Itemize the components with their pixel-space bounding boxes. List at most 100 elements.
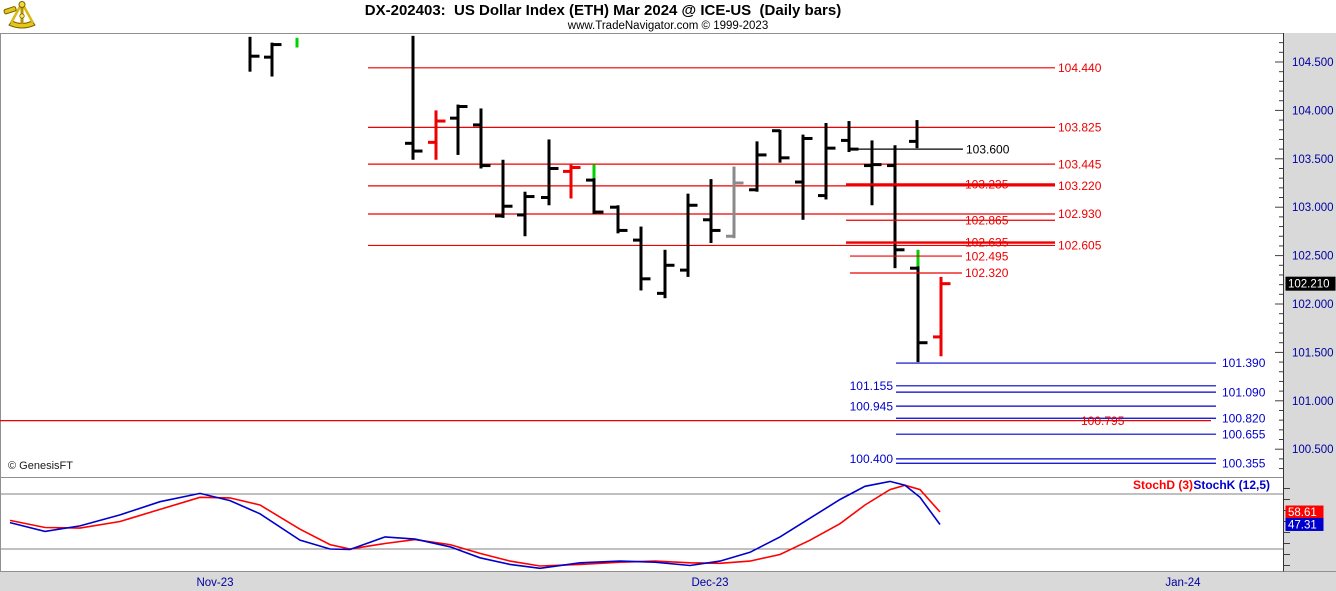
ohlc-bar-part [680,268,688,272]
ohlc-bar [703,179,721,244]
ohlc-bar [586,178,604,214]
ohlc-bar-part [619,228,628,232]
ohlc-bar-part [592,164,596,179]
genesisft-watermark: © GenesisFT [8,460,73,472]
ohlc-bar-part [703,218,711,222]
ohlc-bar-part [712,228,721,232]
ohlc-bar-part [910,266,918,270]
ohlc-bar-part [248,36,252,72]
time-axis-label: Dec-23 [691,577,728,589]
ohlc-bar [541,139,559,206]
stochk-value-text: 47.31 [1288,519,1317,531]
ohlc-bar-part [755,141,759,192]
ohlc-bar [473,108,491,169]
ohlc-bar-part [726,234,734,238]
support-label-blue[interactable]: 101.390 [1222,356,1266,370]
ohlc-bar-part [824,122,828,200]
ohlc-bar [909,120,919,149]
ohlc-bar [295,37,299,48]
stochk-label[interactable]: StochK (12,5) [1193,478,1270,492]
ohlc-bar-part [479,108,483,169]
ohlc-bar-part [841,138,849,142]
price-level-label-black[interactable]: 103.600 [966,142,1010,156]
ohlc-bar-part [251,54,260,58]
ohlc-bar-part [919,341,928,345]
ohlc-bar-part [666,263,675,267]
time-axis-label: Jan-24 [1165,577,1201,589]
ohlc-bar-part [450,116,458,120]
ohlc-bar-part [586,178,594,182]
ohlc-bar-part [772,129,780,133]
ohlc-bar-part [592,178,596,214]
ohlc-bar-part [550,166,559,170]
price-level-label-red[interactable]: 102.495 [965,249,1009,263]
ohlc-bar-part [541,196,549,200]
price-axis-label: 101.500 [1292,347,1334,359]
price-level-label-red[interactable]: 103.235 [965,178,1009,192]
price-axis-strip [1284,33,1336,572]
ohlc-bar-part [473,123,481,127]
ohlc-bar-part [893,145,897,269]
ohlc-bar-part [428,140,436,144]
ohlc-bar [405,35,423,160]
support-label-blue[interactable]: 100.655 [1222,427,1266,441]
price-level-label-red[interactable]: 103.445 [1058,157,1102,171]
ohlc-bar-part [887,164,895,168]
ohlc-bar-part [437,119,446,123]
price-level-label-red[interactable]: 102.605 [1058,239,1102,253]
ohlc-bar [864,140,882,206]
ohlc-bar-part [827,146,836,150]
ohlc-bar [916,249,920,267]
support-label-blue[interactable]: 100.945 [850,399,894,413]
ohlc-bar-part [847,121,851,153]
ohlc-bar-part [405,141,413,145]
ohlc-bar-part [569,164,573,199]
ohlc-bar-part [801,134,805,220]
price-level-label-red[interactable]: 102.865 [965,213,1009,227]
ohlc-bar [248,36,260,72]
price-level-label-red[interactable]: 102.635 [965,236,1009,250]
support-label-blue[interactable]: 100.820 [1222,411,1266,425]
ohlc-bar [657,249,675,299]
ohlc-bar [610,205,628,234]
ohlc-bar [841,121,859,153]
ohlc-bar [818,122,836,200]
ohlc-bar [428,110,446,160]
ohlc-bar-part [563,169,571,173]
price-level-label-red[interactable]: 104.440 [1058,61,1102,75]
sextant-icon [2,0,42,37]
ohlc-bar-part [795,180,803,184]
support-label-blue[interactable]: 100.400 [850,452,894,466]
stochd-label[interactable]: StochD (3) [1133,478,1193,492]
ohlc-bar-part [933,335,941,339]
stochk-value-badge [1285,517,1324,531]
price-level-label-red[interactable]: 102.320 [965,266,1009,280]
ohlc-bar [749,141,767,192]
ohlc-bar-part [595,210,604,214]
ohlc-bar-part [526,195,535,199]
ohlc-bar-part [873,163,882,167]
price-level-label-red[interactable]: 103.825 [1058,121,1102,135]
stochk-curve [9,480,941,570]
ohlc-bar [680,193,698,277]
price-level-label-red[interactable]: 102.930 [1058,207,1102,221]
price-axis-label: 100.500 [1292,444,1334,456]
ohlc-bar-part [639,226,643,291]
price-axis-label: 104.000 [1292,105,1334,117]
support-label-blue[interactable]: 101.090 [1222,385,1266,399]
ohlc-bar-part [818,194,826,198]
price-level-label-red[interactable]: 103.220 [1058,179,1102,193]
ohlc-bar-part [273,43,282,47]
support-label-blue[interactable]: 101.155 [850,379,894,393]
ohlc-bar-part [610,205,618,209]
last-price-badge-text: 102.210 [1288,279,1330,291]
ohlc-bar [563,164,581,199]
price-level-label-red[interactable]: 100.795 [1081,414,1125,428]
ohlc-bar [264,42,282,77]
support-label-blue[interactable]: 100.355 [1222,456,1266,470]
ohlc-bar-part [942,282,951,286]
ohlc-bar-part [616,205,620,234]
ohlc-bar-part [414,149,423,153]
ohlc-bar-part [456,104,460,155]
